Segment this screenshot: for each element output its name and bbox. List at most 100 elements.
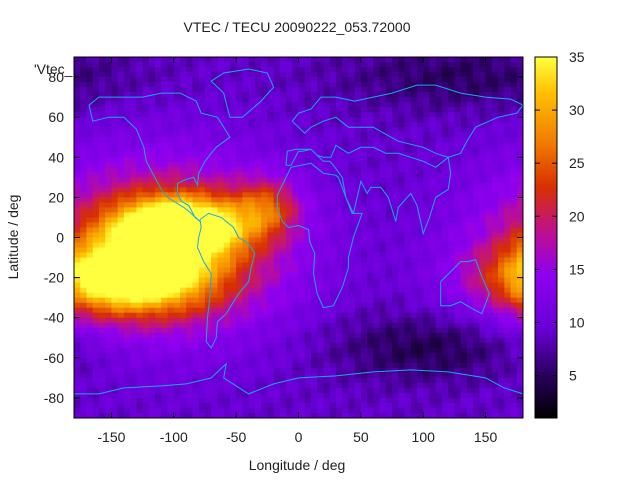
heatmap-cell <box>242 292 250 299</box>
heatmap-cell <box>379 367 387 374</box>
heatmap-cell <box>473 157 480 163</box>
heatmap-cell <box>348 162 356 168</box>
heatmap-cell <box>261 252 268 258</box>
heatmap-cell <box>385 392 393 399</box>
heatmap-cell <box>223 107 231 113</box>
heatmap-cell <box>204 267 212 273</box>
heatmap-cell <box>80 62 87 68</box>
heatmap-cell <box>92 287 100 294</box>
heatmap-cell <box>454 237 462 243</box>
heatmap-cell <box>217 282 225 289</box>
heatmap-cell <box>392 182 399 188</box>
heatmap-cell <box>186 252 193 258</box>
heatmap-cell <box>454 227 462 233</box>
heatmap-cell <box>416 372 424 379</box>
heatmap-cell <box>335 67 343 73</box>
heatmap-cell <box>473 57 480 63</box>
heatmap-cell <box>229 207 237 213</box>
heatmap-cell <box>117 157 125 163</box>
heatmap-cell <box>223 382 231 389</box>
heatmap-cell <box>186 87 193 93</box>
heatmap-cell <box>410 257 418 263</box>
heatmap-cell <box>473 182 480 188</box>
heatmap-cell <box>441 382 449 389</box>
heatmap-cell <box>117 187 125 193</box>
heatmap-cell <box>429 287 437 294</box>
heatmap-cell <box>516 67 524 73</box>
heatmap-cell <box>92 397 100 404</box>
heatmap-cell <box>304 227 312 233</box>
heatmap-cell <box>473 297 480 304</box>
heatmap-cell <box>348 302 356 309</box>
heatmap-cell <box>273 167 281 173</box>
heatmap-cell <box>155 237 162 243</box>
heatmap-cell <box>429 222 437 228</box>
heatmap-cell <box>74 232 81 238</box>
heatmap-cell <box>342 127 349 133</box>
heatmap-cell <box>229 62 237 68</box>
heatmap-cell <box>516 252 524 258</box>
heatmap-cell <box>423 232 430 238</box>
heatmap-cell <box>298 212 306 218</box>
heatmap-cell <box>491 237 499 243</box>
heatmap-cell <box>335 217 343 223</box>
heatmap-cell <box>498 127 505 133</box>
heatmap-cell <box>180 117 187 123</box>
heatmap-cell <box>354 187 362 193</box>
heatmap-cell <box>479 157 486 163</box>
heatmap-cell <box>92 107 100 113</box>
heatmap-cell <box>404 367 412 374</box>
heatmap-cell <box>379 217 387 223</box>
heatmap-cell <box>441 107 449 113</box>
heatmap-cell <box>510 87 518 93</box>
heatmap-cell <box>485 152 493 158</box>
heatmap-cell <box>92 312 100 319</box>
heatmap-cell <box>80 142 87 148</box>
heatmap-cell <box>204 62 212 68</box>
heatmap-cell <box>211 127 218 133</box>
heatmap-cell <box>398 262 405 268</box>
heatmap-cell <box>261 157 268 163</box>
heatmap-cell <box>123 97 131 103</box>
heatmap-cell <box>441 212 449 218</box>
heatmap-cell <box>229 102 237 108</box>
heatmap-cell <box>286 392 293 399</box>
heatmap-cell <box>310 247 318 253</box>
heatmap-cell <box>267 282 274 289</box>
heatmap-cell <box>105 127 112 133</box>
heatmap-cell <box>304 137 312 143</box>
heatmap-cell <box>335 92 343 98</box>
heatmap-cell <box>167 402 175 409</box>
heatmap-cell <box>385 147 393 153</box>
heatmap-cell <box>223 157 231 163</box>
heatmap-cell <box>142 87 150 93</box>
heatmap-cell <box>329 332 337 339</box>
heatmap-cell <box>373 127 380 133</box>
heatmap-cell <box>254 212 262 218</box>
heatmap-cell <box>98 367 106 374</box>
heatmap-cell <box>441 332 449 339</box>
heatmap-cell <box>329 377 337 384</box>
heatmap-cell <box>404 102 412 108</box>
heatmap-cell <box>416 232 424 238</box>
heatmap-cell <box>74 122 81 128</box>
heatmap-cell <box>292 157 299 163</box>
heatmap-cell <box>385 272 393 279</box>
heatmap-cell <box>460 132 468 138</box>
heatmap-cell <box>348 187 356 193</box>
heatmap-cell <box>335 127 343 133</box>
heatmap-cell <box>466 337 474 344</box>
heatmap-cell <box>155 227 162 233</box>
heatmap-cell <box>460 112 468 118</box>
heatmap-cell <box>273 282 281 289</box>
heatmap-cell <box>460 107 468 113</box>
heatmap-cell <box>304 362 312 369</box>
heatmap-cell <box>192 62 200 68</box>
heatmap-cell <box>136 222 143 228</box>
heatmap-cell <box>342 227 349 233</box>
heatmap-cell <box>323 92 331 98</box>
heatmap-cell <box>180 187 187 193</box>
heatmap-cell <box>236 262 243 268</box>
heatmap-cell <box>510 202 518 208</box>
heatmap-cell <box>392 202 399 208</box>
